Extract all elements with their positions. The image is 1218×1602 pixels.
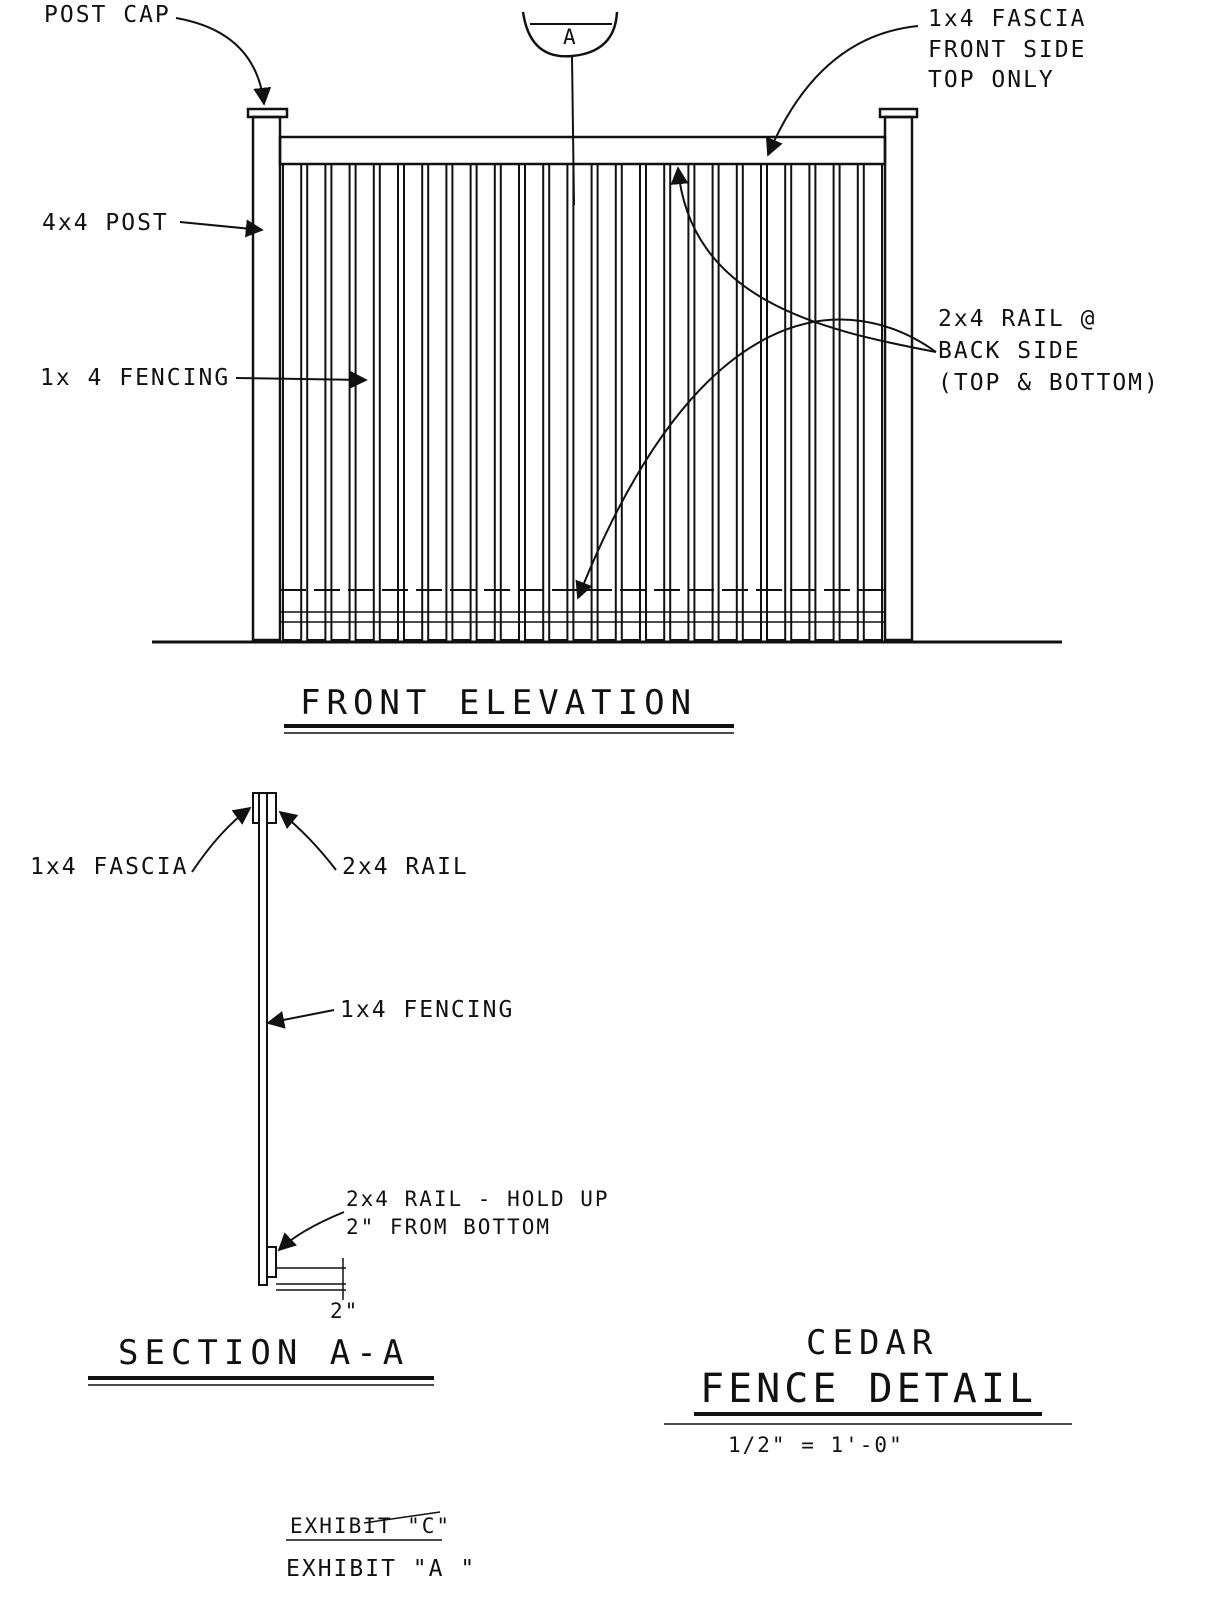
callout-post-cap: POST CAP <box>44 2 272 106</box>
picket <box>548 163 569 641</box>
picket <box>693 163 714 641</box>
section-top-rail <box>266 792 277 824</box>
front-elevation: A POST CAP 1x4 FASCIA FRONT SIDE TOP ONL… <box>40 2 1160 734</box>
section-rail-bottom-label-2: 2" FROM BOTTOM <box>346 1215 551 1239</box>
section-a-a: 2" 1x4 FASCIA 2x4 RAIL 1x4 FENCING 2x4 R… <box>30 792 610 1386</box>
bottom-rail-hidden <box>280 589 885 623</box>
section-marker: A <box>521 11 619 206</box>
picket <box>766 163 787 641</box>
picket <box>814 163 835 641</box>
picket <box>620 163 641 641</box>
detail-title-line-1: CEDAR <box>806 1323 938 1363</box>
section-fencing-label: 1x4 FENCING <box>340 997 514 1023</box>
front-elevation-title: FRONT ELEVATION <box>284 683 734 734</box>
picket <box>790 163 811 641</box>
section-bottom-rail <box>266 1246 277 1278</box>
callout-post: 4x4 POST <box>42 210 264 238</box>
picket <box>378 163 399 641</box>
picket <box>427 163 448 641</box>
callout-fencing: 1x 4 FENCING <box>40 365 368 391</box>
section-title-text: SECTION A-A <box>118 1333 409 1373</box>
scale-label: 1/2" = 1'-0" <box>728 1433 904 1457</box>
post-label: 4x4 POST <box>42 210 169 236</box>
pickets <box>282 163 883 641</box>
exhibit-c-label: EXHIBIT "C" <box>290 1514 451 1538</box>
section-top-fascia <box>252 792 260 824</box>
detail-title-line-2: FENCE DETAIL <box>700 1366 1037 1412</box>
picket <box>524 163 545 641</box>
picket <box>741 163 762 641</box>
section-picket <box>258 792 268 1286</box>
left-post <box>246 107 289 642</box>
picket <box>499 163 520 641</box>
fascia-label-2: FRONT SIDE <box>928 37 1086 63</box>
section-marker-label: A <box>563 25 578 49</box>
picket <box>354 163 375 641</box>
picket <box>330 163 351 641</box>
fascia-label-1: 1x4 FASCIA <box>928 6 1086 32</box>
picket <box>669 163 690 641</box>
picket <box>475 163 496 641</box>
detail-title-block: CEDAR FENCE DETAIL 1/2" = 1'-0" <box>664 1323 1072 1457</box>
section-dimension: 2" <box>276 1258 359 1323</box>
exhibit-block: EXHIBIT "C" EXHIBIT "A " <box>286 1511 476 1582</box>
left-post-cap <box>246 107 289 119</box>
post-cap-label: POST CAP <box>44 2 171 28</box>
picket <box>862 163 883 641</box>
section-dimension-label: 2" <box>330 1299 359 1323</box>
picket <box>306 163 327 641</box>
callout-fascia: 1x4 FASCIA FRONT SIDE TOP ONLY <box>765 6 1086 157</box>
front-elevation-title-text: FRONT ELEVATION <box>300 683 697 723</box>
right-post-cap <box>878 107 919 119</box>
fencing-label: 1x 4 FENCING <box>40 365 230 391</box>
section-rail-bottom-label-1: 2x4 RAIL - HOLD UP <box>346 1187 610 1211</box>
rail-back-label-3: (TOP & BOTTOM) <box>938 370 1160 396</box>
section-rail-label: 2x4 RAIL <box>342 854 469 880</box>
picket <box>572 163 593 641</box>
fascia-label-3: TOP ONLY <box>928 67 1055 93</box>
exhibit-a-label: EXHIBIT "A " <box>286 1556 476 1582</box>
right-post <box>878 107 919 642</box>
picket <box>282 163 303 641</box>
section-title: SECTION A-A <box>88 1333 434 1386</box>
picket <box>838 163 859 641</box>
picket <box>717 163 738 641</box>
top-fascia-board <box>278 135 887 166</box>
callout-rail-back: 2x4 RAIL @ BACK SIDE (TOP & BOTTOM) <box>575 166 1160 600</box>
picket <box>596 163 617 641</box>
picket <box>451 163 472 641</box>
picket <box>403 163 424 641</box>
rail-back-label-2: BACK SIDE <box>938 338 1081 364</box>
rail-back-label-1: 2x4 RAIL @ <box>938 306 1096 332</box>
section-fascia-label: 1x4 FASCIA <box>30 854 188 880</box>
picket <box>645 163 666 641</box>
